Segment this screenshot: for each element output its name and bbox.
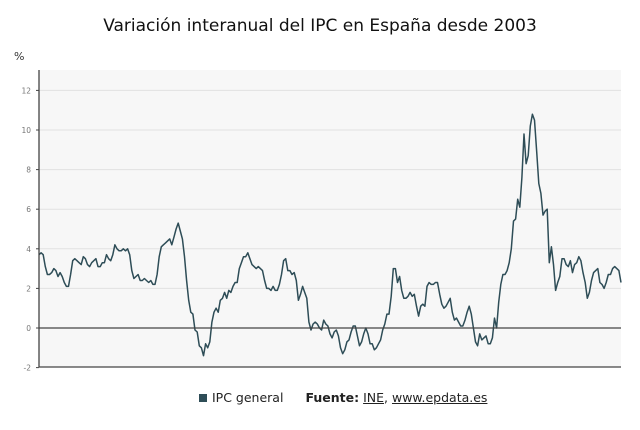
y-tick-label: 6 [26, 205, 31, 214]
legend-swatch-ipc-general [199, 393, 207, 402]
source-separator: , [384, 390, 388, 405]
legend-label-ipc-general: IPC general [212, 390, 284, 405]
y-tick-label: 8 [26, 166, 31, 175]
y-tick-label: -2 [24, 364, 32, 373]
y-tick-label: 10 [21, 126, 31, 135]
y-axis-unit-label: % [14, 50, 25, 63]
source-note: Fuente: INE, www.epdata.es [305, 390, 487, 405]
chart-title: Variación interanual del IPC en España d… [103, 16, 537, 36]
y-tick-label: 0 [26, 324, 31, 333]
source-link-ine[interactable]: INE [363, 390, 385, 405]
source-label: Fuente: [305, 390, 360, 405]
y-tick-label: 12 [21, 86, 31, 95]
y-tick-label: 4 [26, 245, 31, 254]
y-tick-label: 2 [26, 284, 31, 293]
source-link-epdata[interactable]: www.epdata.es [391, 390, 488, 405]
series-line-ipc-general [38, 113, 622, 357]
legend: IPC general Fuente: INE, www.epdata.es [199, 390, 487, 405]
plot-area [39, 70, 621, 367]
